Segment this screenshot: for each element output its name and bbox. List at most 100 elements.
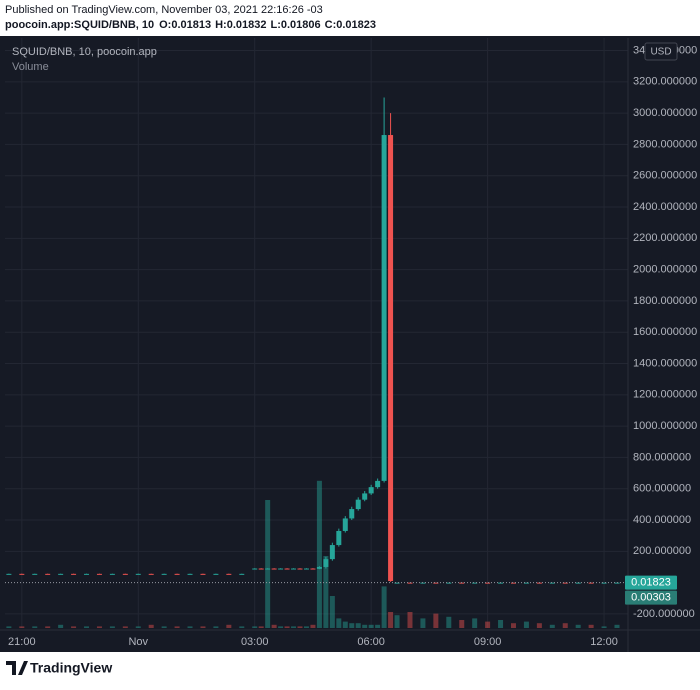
volume-bar <box>575 624 581 628</box>
volume-bar <box>271 624 277 628</box>
x-tick-label: 03:00 <box>241 636 269 648</box>
candle-body <box>161 573 167 575</box>
volume-bar <box>174 626 180 628</box>
candle-body <box>381 135 387 481</box>
footer-background <box>0 652 700 685</box>
currency-box <box>644 42 678 61</box>
volume-bar <box>407 612 413 628</box>
candle-body <box>200 573 206 575</box>
candle-body <box>303 568 309 570</box>
chart-panel <box>0 36 700 652</box>
candle-body <box>588 582 594 584</box>
candle-body <box>122 573 128 575</box>
volume-bar <box>258 626 264 628</box>
candle-body <box>342 518 348 531</box>
volume-title: Volume <box>12 61 49 73</box>
volume-bar <box>549 624 555 628</box>
currency-label: USD <box>650 47 671 58</box>
candle-body <box>375 480 381 488</box>
candle-body <box>562 582 568 584</box>
last-price-badge <box>625 575 677 590</box>
volume-bar <box>303 626 309 628</box>
volume-bar <box>252 626 258 628</box>
candle-body <box>6 573 12 575</box>
volume-bar <box>562 623 568 628</box>
volume-bar <box>523 621 529 628</box>
volume-bar <box>213 626 219 628</box>
y-tick-label: 3200.000000 <box>633 76 697 88</box>
candle-body <box>291 568 297 570</box>
volume-bar <box>388 612 394 628</box>
volume-bar <box>122 626 128 628</box>
volume-bar <box>84 626 90 628</box>
candle-body <box>336 530 342 546</box>
candle-body <box>310 568 316 570</box>
candle-body <box>84 573 90 575</box>
logo: TradingView <box>6 660 112 676</box>
volume-bar <box>498 620 504 628</box>
volume-bar <box>433 613 439 628</box>
candle-body <box>510 582 516 584</box>
candle-body <box>174 573 180 575</box>
y-tick-label: 200.000000 <box>633 545 691 557</box>
volume-bar <box>148 624 154 628</box>
y-tick-label: 1600.000000 <box>633 326 697 338</box>
candle-body <box>258 568 264 570</box>
volume-bar <box>394 615 400 628</box>
volume-bar <box>200 626 206 628</box>
pane-title: SQUID/BNB, 10, poocoin.app <box>12 46 157 58</box>
candle-body <box>19 573 25 575</box>
x-tick-label: 09:00 <box>474 636 502 648</box>
volume-bar <box>109 626 115 628</box>
volume-bar <box>510 623 516 628</box>
volume-bar <box>316 480 322 628</box>
candle-body <box>349 509 355 519</box>
volume-bar <box>472 618 478 628</box>
volume-bar <box>485 621 491 628</box>
y-tick-label: 3000.000000 <box>633 107 697 119</box>
candle-body <box>58 573 64 575</box>
candle-body <box>549 582 555 584</box>
volume-bar <box>187 626 193 628</box>
volume-bar <box>459 620 465 628</box>
volume-bar <box>265 500 271 628</box>
candle-body <box>239 573 245 575</box>
candle-body <box>278 568 284 570</box>
candle-body <box>523 582 529 584</box>
candle-body <box>485 582 491 584</box>
volume-bar <box>32 626 38 628</box>
candle-body <box>96 573 102 575</box>
y-tick-label: 2200.000000 <box>633 232 697 244</box>
candle-body <box>394 582 400 584</box>
last-price-label: 0.01823 <box>631 577 671 589</box>
candle-body <box>187 573 193 575</box>
volume-bar <box>349 623 355 628</box>
candle-body <box>355 499 361 510</box>
y-tick-label: 2000.000000 <box>633 264 697 276</box>
volume-bar <box>536 623 542 628</box>
candle-body <box>271 568 277 570</box>
published-line: Published on TradingView.com, November 0… <box>5 4 323 16</box>
volume-bar <box>375 624 381 628</box>
candle-body <box>213 573 219 575</box>
volume-bar <box>368 624 374 628</box>
y-tick-label: 2800.000000 <box>633 138 697 150</box>
candle-body <box>601 582 607 584</box>
volume-bar <box>614 624 620 628</box>
volume-bar <box>446 616 452 628</box>
candle-body <box>265 568 271 570</box>
candle-body <box>109 573 115 575</box>
volume-bar <box>278 626 284 628</box>
y-tick-label: 1200.000000 <box>633 389 697 401</box>
volume-bar <box>45 626 51 628</box>
candle-body <box>135 573 141 575</box>
plot-area <box>5 38 628 628</box>
volume-bar <box>420 618 426 628</box>
candle-body <box>362 493 368 500</box>
logo-icon <box>6 661 28 675</box>
candle-body <box>252 568 258 570</box>
y-tick-label: 1800.000000 <box>633 295 697 307</box>
candle-body <box>388 135 394 582</box>
symbol: poocoin.app:SQUID/BNB, 10 <box>5 19 154 31</box>
candle-body <box>446 582 452 584</box>
